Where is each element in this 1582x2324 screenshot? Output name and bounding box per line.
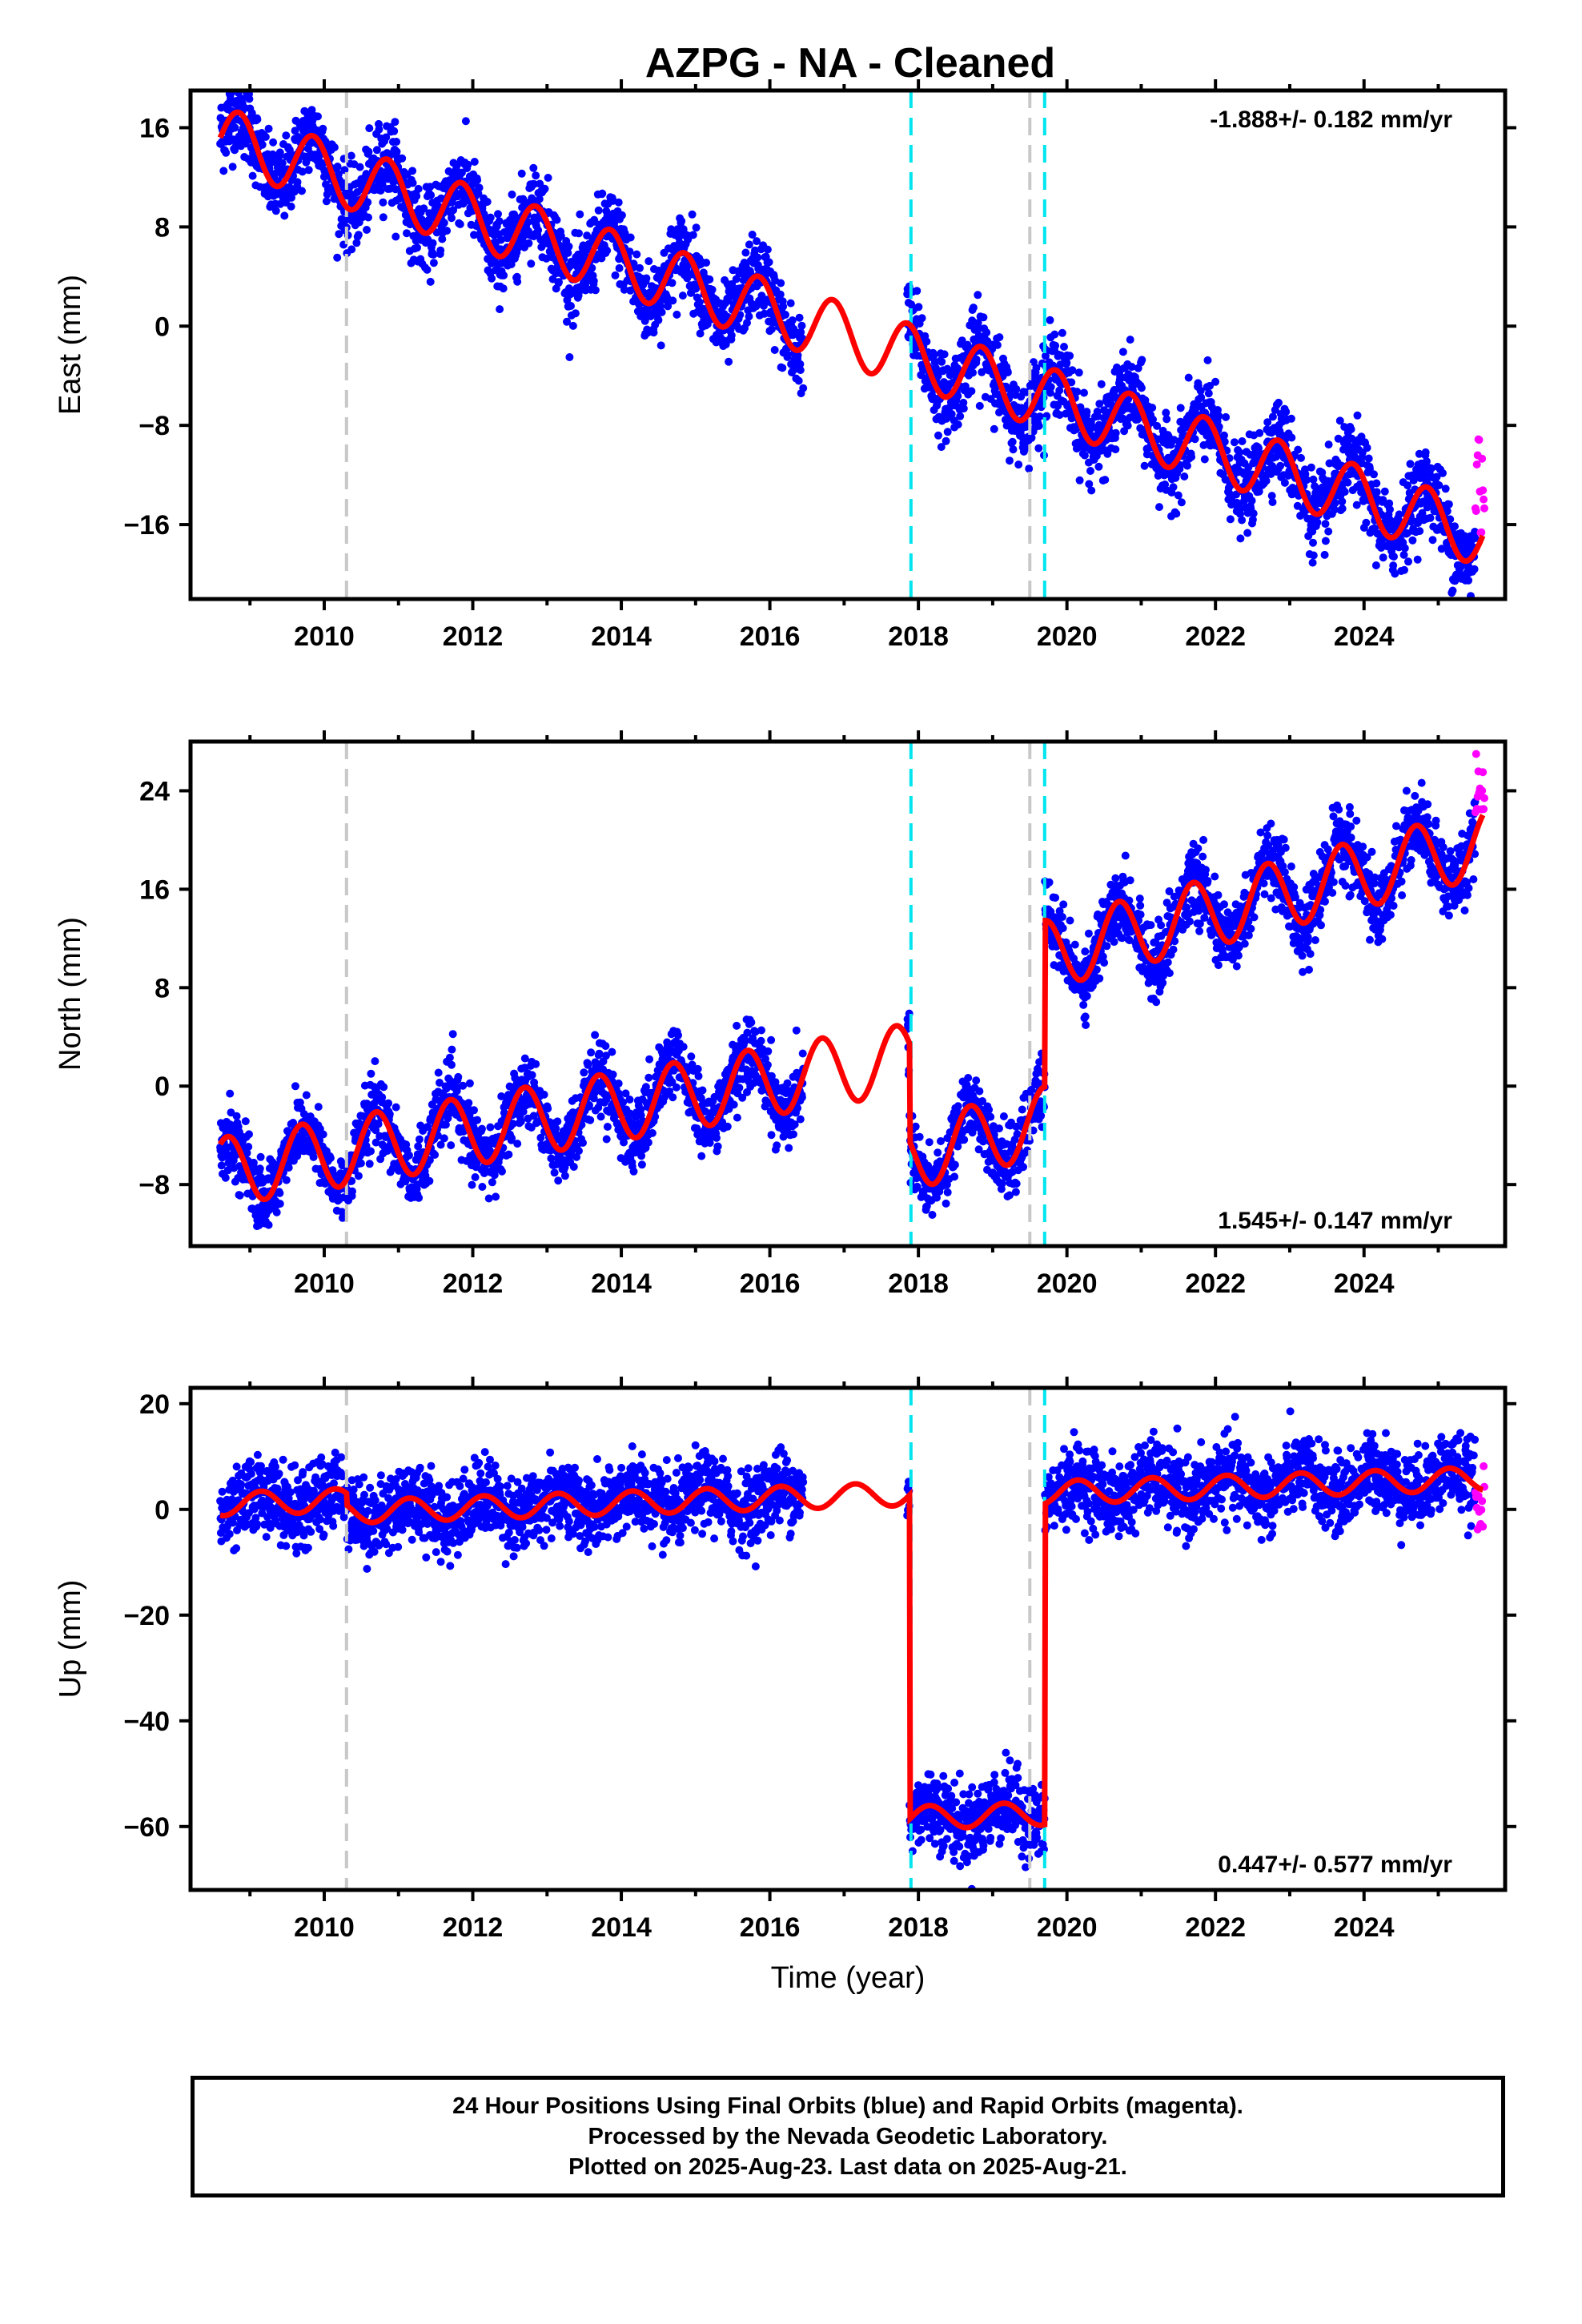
east-model-curve: [217, 109, 1486, 565]
north-ytick-label: 24: [139, 776, 170, 806]
north-ytick-label: −8: [139, 1170, 170, 1200]
up-ytick-label: −60: [123, 1812, 170, 1843]
east-xtick-label: 2024: [1334, 621, 1395, 652]
up-xtick-label: 2016: [740, 1912, 801, 1943]
east-xtick-label: 2016: [740, 621, 801, 652]
up-xtick-label: 2020: [1037, 1912, 1098, 1943]
north-xtick-label: 2016: [740, 1269, 801, 1299]
east-xtick-label: 2010: [294, 621, 355, 652]
panel-north: −8 0 8 16 24 2010 2012 2014 2016 2018 2020 2022 2024…: [54, 730, 1516, 1299]
panel-up: −60 −40 −20 0 20 2010 2012 2014 2016 2018 2020 2022…: [54, 1377, 1516, 1995]
footer-note: 24 Hour Positions Using Final Orbits (bl…: [191, 2076, 1505, 2197]
east-xtick-label: 2014: [591, 621, 652, 652]
east-rate-label: -1.888+/- 0.182 mm/yr: [1210, 107, 1452, 133]
up-rapid-orbit-points: [1471, 1462, 1488, 1534]
north-model-curve: [218, 814, 1486, 1203]
north-final-orbit-points: [216, 778, 1480, 1231]
footer-line-plotted: Plotted on 2025-Aug-23. Last data on 202…: [568, 2154, 1127, 2180]
up-xtick-label: 2018: [888, 1912, 949, 1943]
north-ytick-label: 0: [155, 1072, 170, 1102]
up-xtick-label: 2014: [591, 1912, 652, 1943]
north-frame: [188, 739, 1508, 1248]
east-ytick-label: −8: [139, 411, 170, 441]
up-ytick-label: −20: [123, 1601, 170, 1631]
east-xtick-label: 2018: [888, 621, 949, 652]
up-plot-area: [216, 1388, 1488, 1890]
north-xtick-label: 2022: [1185, 1269, 1246, 1299]
east-ylabel: East (mm): [54, 275, 87, 415]
east-frame: [188, 88, 1508, 601]
chart-title: AZPG - NA - Cleaned: [645, 40, 1055, 86]
up-xtick-label: 2022: [1185, 1912, 1246, 1943]
east-ytick-label: 0: [155, 312, 170, 342]
up-xtick-label: 2024: [1334, 1912, 1395, 1943]
x-axis-label: Time (year): [771, 1961, 926, 1995]
up-rate-label: 0.447+/- 0.577 mm/yr: [1218, 1852, 1452, 1878]
up-frame: [188, 1385, 1508, 1892]
east-xtick-label: 2012: [443, 621, 504, 652]
north-xtick-label: 2020: [1037, 1269, 1098, 1299]
up-xtick-label: 2010: [294, 1912, 355, 1943]
north-xtick-label: 2010: [294, 1269, 355, 1299]
north-ytick-label: 16: [139, 875, 170, 905]
north-rate-label: 1.545+/- 0.147 mm/yr: [1218, 1208, 1452, 1234]
east-plot-area: [216, 90, 1488, 599]
north-xtick-label: 2012: [443, 1269, 504, 1299]
north-ylabel: North (mm): [54, 917, 87, 1071]
north-xtick-label: 2024: [1334, 1269, 1395, 1299]
north-xtick-label: 2018: [888, 1269, 949, 1299]
footer-line-processed: Processed by the Nevada Geodetic Laborat…: [588, 2124, 1108, 2149]
panel-east: −16 −8 0 8 16 2010 2012 2014 2016 2018 2020 2022 202…: [54, 79, 1516, 652]
up-model-curve: [219, 1465, 1484, 1831]
north-plot-area: [216, 742, 1488, 1246]
east-ytick-label: 8: [155, 212, 170, 243]
east-ytick-label: −16: [123, 510, 170, 541]
footer-line-orbits: 24 Hour Positions Using Final Orbits (bl…: [452, 2093, 1243, 2119]
up-ytick-label: 0: [155, 1495, 170, 1526]
north-rapid-orbit-points: [1471, 750, 1488, 817]
north-ytick-label: 8: [155, 973, 170, 1003]
east-xtick-label: 2020: [1037, 621, 1098, 652]
east-rapid-orbit-points: [1471, 435, 1488, 537]
up-ytick-label: 20: [139, 1389, 170, 1420]
up-xtick-label: 2012: [443, 1912, 504, 1943]
up-ylabel: Up (mm): [54, 1580, 87, 1699]
east-xtick-label: 2022: [1185, 621, 1246, 652]
up-ytick-label: −40: [123, 1707, 170, 1737]
east-ytick-label: 16: [139, 113, 170, 143]
north-xtick-label: 2014: [591, 1269, 652, 1299]
